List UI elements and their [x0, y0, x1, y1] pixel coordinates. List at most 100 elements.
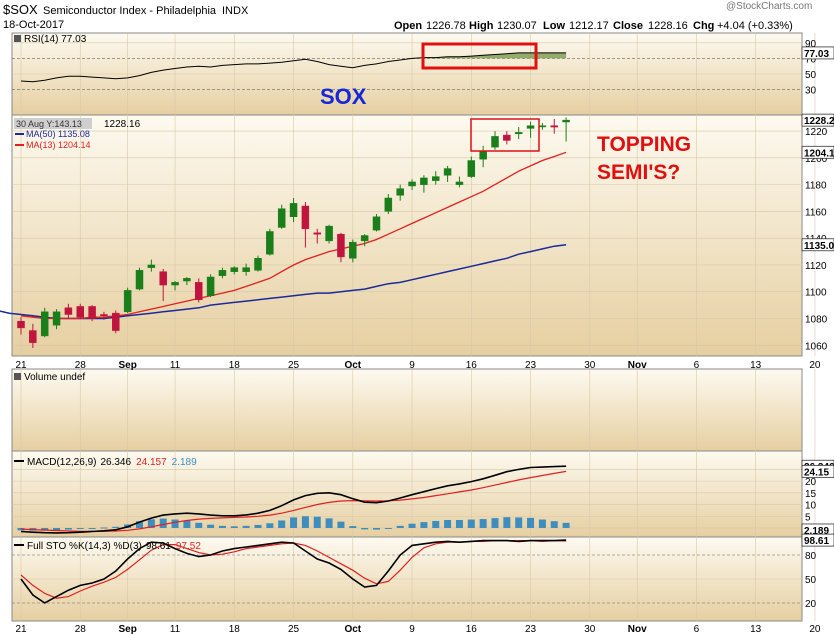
price-x-tick: 9: [409, 360, 415, 371]
candle-body: [432, 176, 440, 181]
ohlc-close-label: Close: [613, 20, 643, 32]
rsi-legend: RSI(14) 77.03: [24, 34, 87, 45]
sto-k-line: [20, 539, 567, 604]
rsi-layer: [20, 52, 567, 83]
bottom-x-tick: Oct: [344, 624, 361, 635]
candle-body: [479, 150, 487, 160]
sto-y-tick: 50: [805, 575, 817, 586]
macd-histogram-bar: [337, 521, 345, 528]
price-last-label: 1228.16: [104, 119, 141, 130]
price-x-tick: 23: [525, 360, 537, 371]
ma50-tag: 1135.0: [804, 241, 834, 252]
volume-panel: [11, 368, 803, 452]
macd-histogram-bar: [290, 517, 298, 528]
candle-body: [455, 181, 464, 185]
ticker-symbol: $SOX: [3, 2, 38, 17]
topping-highlight-box: [470, 118, 540, 152]
macd-histogram-bar: [444, 520, 452, 528]
candle-body: [100, 314, 108, 317]
bottom-x-tick: 6: [694, 624, 700, 635]
price-panel: [11, 114, 803, 357]
candle-body: [550, 125, 558, 128]
candle-body: [266, 231, 274, 255]
macd-legend-signal: 24.157: [136, 457, 167, 468]
topping-annotation-line1: TOPPING: [597, 133, 691, 156]
price-y-tick: 1160: [805, 207, 827, 218]
macd-histogram-bar: [301, 516, 309, 528]
price-x-tick: 21: [15, 360, 27, 371]
macd-histogram-bar: [171, 519, 179, 528]
bottom-x-tick: 9: [409, 624, 415, 635]
candle-body: [171, 282, 179, 286]
macd-histogram-bar: [432, 520, 440, 528]
bottom-x-tick: 13: [750, 624, 762, 635]
price-y-tick: 1080: [805, 315, 828, 326]
macd-histogram-bar: [527, 517, 535, 528]
price-x-tick: 18: [229, 360, 241, 371]
macd-y-tick: 15: [805, 489, 817, 500]
price-x-tick: 13: [750, 360, 762, 371]
candle-body: [337, 233, 345, 258]
price-x-tick: Sep: [118, 360, 136, 371]
macd-histogram-bar: [408, 523, 416, 528]
rsi-highlight-box: [421, 42, 538, 70]
candle-body: [29, 330, 37, 343]
grid-lines: [12, 33, 816, 621]
cursor-label: 30 Aug Y:143.13: [16, 119, 82, 129]
ohlc-open: 1226.78: [426, 20, 466, 32]
rsi-y-tick: 70: [805, 54, 817, 65]
price-x-tick: Nov: [628, 360, 647, 371]
macd-histogram-bar: [396, 525, 404, 528]
macd-panel: [11, 450, 803, 538]
ohlc-chg: +4.04 (+0.33%): [717, 20, 793, 32]
candle-body: [88, 306, 96, 319]
macd-histogram-bar: [41, 527, 49, 531]
macd-histogram-bar: [207, 524, 215, 528]
macd-legend-hist: 2.189: [172, 457, 197, 468]
macd-signal-tag: 24.15: [804, 467, 829, 478]
price-y-tick: 1100: [805, 288, 827, 299]
macd-y-tick: 20: [805, 477, 817, 488]
ohlc-chg-label: Chg: [693, 20, 714, 32]
macd-histogram-bar: [538, 519, 546, 528]
candle-body: [147, 264, 156, 268]
candle-body: [112, 312, 120, 331]
macd-line: [20, 465, 567, 534]
ohlc-high: 1230.07: [497, 20, 537, 32]
candle-body: [195, 282, 203, 301]
candle-body: [289, 203, 298, 218]
price-x-tick: 20: [809, 360, 821, 371]
sto-legend-k: 98.61: [146, 541, 171, 552]
volume-legend: Volume undef: [24, 372, 85, 383]
candle-body: [52, 311, 61, 326]
candle-body: [242, 267, 250, 272]
annotations: SOX TOPPING SEMI'S?: [320, 42, 691, 184]
macd-hist-tag: 2.189: [804, 526, 829, 537]
macd-histogram-bar: [313, 516, 321, 528]
candle-body: [420, 177, 428, 185]
rsi-y-tick: 30: [805, 86, 817, 97]
macd-histogram-bar: [76, 527, 84, 529]
ma50-tag-box: [801, 238, 834, 252]
bottom-x-tick: 23: [525, 624, 537, 635]
macd-histogram-bar: [420, 522, 428, 528]
sto-tag-box: [801, 533, 834, 547]
macd-histogram-bar: [361, 527, 369, 530]
price-y-tick: 1180: [805, 181, 827, 192]
bottom-x-tick: Sep: [118, 624, 136, 635]
candle-body: [313, 232, 321, 235]
volume-legend-swatch: [14, 373, 21, 380]
macd-legend: MACD(12,26,9) 26.346 24.157 2.189: [27, 457, 197, 468]
ma13-tag-box: [801, 145, 834, 159]
sto-y-tick: 80: [805, 551, 817, 562]
rsi-y-tick: 50: [805, 70, 817, 81]
price-y-tick: 1200: [805, 154, 828, 165]
macd-histogram-bar: [64, 527, 72, 530]
bottom-x-tick: 21: [15, 624, 27, 635]
price-x-tick: 25: [288, 360, 300, 371]
price-x-tick: 16: [466, 360, 478, 371]
price-x-tick: 28: [75, 360, 87, 371]
candle-body: [230, 267, 239, 272]
macd-histogram-bar: [550, 521, 558, 528]
